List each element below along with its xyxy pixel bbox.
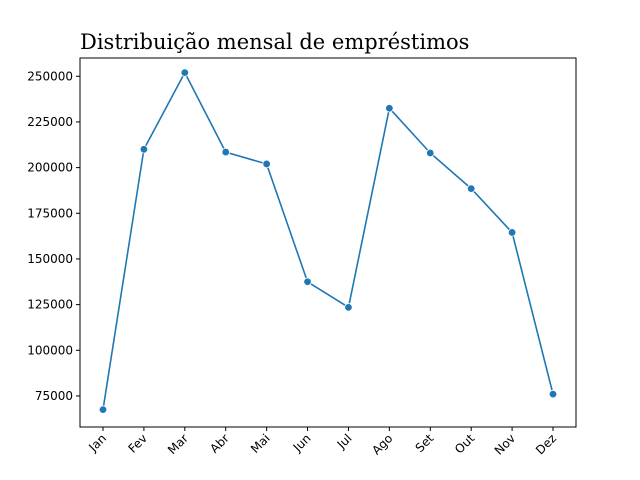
x-tick-label: Abr	[207, 431, 232, 456]
data-point-mai	[262, 159, 271, 169]
data-point-jan	[98, 405, 108, 414]
data-point-fev	[139, 145, 149, 154]
data-point-out	[466, 184, 476, 193]
y-tick-label: 225000	[27, 115, 73, 129]
data-point-jun	[303, 277, 312, 286]
series-line	[102, 71, 554, 410]
data-point-dez	[548, 389, 558, 399]
y-tick-label: 75000	[35, 389, 73, 403]
x-tick-label: Jul	[334, 431, 355, 452]
series-markers	[98, 68, 558, 414]
data-point-nov	[507, 228, 517, 237]
y-tick-label: 200000	[27, 161, 73, 175]
y-tick-label: 100000	[27, 343, 73, 357]
x-tick-label: Jan	[85, 431, 109, 455]
y-tick-label: 250000	[27, 69, 73, 83]
data-point-abr	[221, 147, 230, 157]
x-tick-label: Jun	[290, 431, 314, 455]
x-tick-label: Mai	[248, 431, 273, 456]
data-point-ago	[385, 104, 394, 113]
x-tick-label: Fev	[125, 431, 150, 456]
y-tick-label: 125000	[27, 298, 73, 312]
x-axis: Jan Fev Mar Abr Mai Jun Jul Ago Set Out Nov Dez	[85, 427, 559, 458]
x-tick-label: Set	[413, 431, 437, 455]
data-point-set	[426, 148, 435, 158]
y-tick-label: 175000	[27, 206, 73, 220]
data-point-jul	[344, 303, 353, 312]
x-tick-label: Mar	[165, 431, 191, 457]
chart-title: Distribuição mensal de empréstimos	[80, 30, 469, 54]
x-tick-label: Ago	[369, 431, 395, 457]
data-point-mar	[180, 68, 190, 77]
plot-area-frame	[79, 57, 577, 428]
x-tick-label: Nov	[492, 431, 518, 457]
x-tick-label: Dez	[533, 431, 559, 457]
x-tick-label: Out	[452, 431, 477, 456]
y-tick-label: 150000	[27, 252, 73, 266]
y-axis: 75000 100000 125000 150000 175000 200000 22500…	[27, 69, 80, 403]
